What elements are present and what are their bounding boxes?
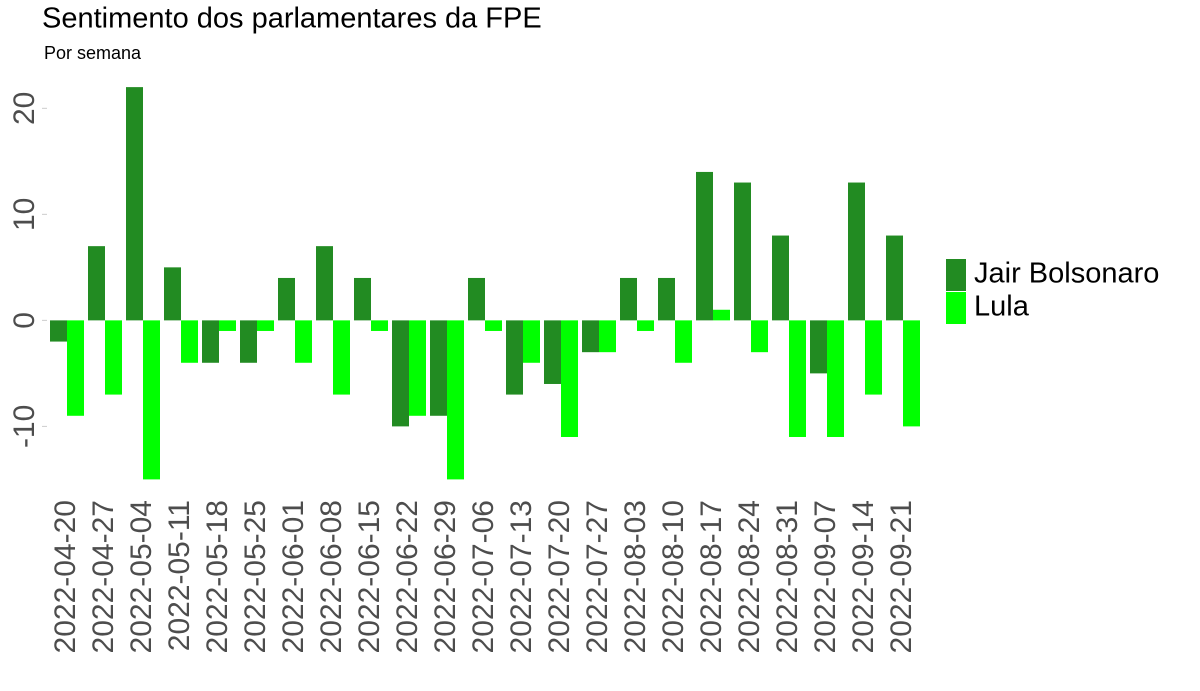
- bar: [865, 320, 882, 395]
- x-tick-label: 2022-06-15: [353, 500, 386, 653]
- chart-title: Sentimento dos parlamentares da FPE: [42, 3, 542, 35]
- bar: [468, 277, 485, 321]
- bar: [409, 320, 426, 416]
- y-tick-label: 20: [8, 92, 41, 125]
- x-tick-label: 2022-08-03: [619, 500, 652, 653]
- bar: [751, 320, 768, 353]
- x-tick-label: 2022-08-17: [695, 500, 728, 653]
- x-tick-label: 2022-08-24: [733, 500, 766, 653]
- bar: [810, 320, 827, 374]
- x-tick-label: 2022-08-31: [771, 500, 804, 653]
- bar: [392, 320, 409, 427]
- bar: [903, 320, 920, 427]
- bar: [637, 320, 654, 331]
- bar: [658, 277, 675, 321]
- bar: [126, 87, 143, 321]
- bar: [240, 320, 257, 363]
- bar: [295, 320, 312, 363]
- bar: [506, 320, 523, 395]
- bar: [202, 320, 219, 363]
- bar: [316, 246, 333, 321]
- legend-label: Lula: [974, 291, 1030, 323]
- bar: [675, 320, 692, 363]
- x-tick-label: 2022-06-29: [429, 500, 462, 653]
- bar: [50, 320, 67, 342]
- bar: [620, 277, 637, 321]
- y-tick-label: -10: [8, 405, 41, 448]
- x-tick-label: 2022-08-10: [657, 500, 690, 653]
- legend-label: Jair Bolsonaro: [974, 258, 1159, 290]
- bar: [827, 320, 844, 437]
- bar: [696, 171, 713, 321]
- x-tick-label: 2022-09-14: [847, 500, 880, 653]
- bar: [88, 246, 105, 321]
- legend-swatch: [946, 292, 966, 324]
- x-tick-label: 2022-06-01: [277, 500, 310, 653]
- bar: [447, 320, 464, 480]
- bar: [772, 235, 789, 321]
- bar: [734, 182, 751, 321]
- bar: [219, 320, 236, 331]
- bar: [257, 320, 274, 331]
- x-tick-label: 2022-05-18: [201, 500, 234, 653]
- bar: [371, 320, 388, 331]
- bar: [485, 320, 502, 331]
- bar: [430, 320, 447, 416]
- bar: [181, 320, 198, 363]
- bar: [143, 320, 160, 480]
- x-tick-label: 2022-07-13: [505, 500, 538, 653]
- x-tick-label: 2022-06-08: [315, 500, 348, 653]
- bar: [789, 320, 806, 437]
- bar: [523, 320, 540, 363]
- bar: [848, 182, 865, 321]
- bar: [713, 309, 730, 321]
- x-tick-label: 2022-07-27: [581, 500, 614, 653]
- x-tick-label: 2022-05-04: [125, 500, 158, 653]
- x-tick-label: 2022-07-20: [543, 500, 576, 653]
- x-tick-label: 2022-05-25: [239, 500, 272, 653]
- x-tick-label: 2022-04-20: [49, 500, 82, 653]
- x-tick-label: 2022-06-22: [391, 500, 424, 653]
- bar: [67, 320, 84, 416]
- bar: [278, 277, 295, 321]
- x-tick-label: 2022-09-21: [885, 500, 918, 653]
- chart-subtitle: Por semana: [44, 43, 142, 63]
- x-tick-label: 2022-09-07: [809, 500, 842, 653]
- bar: [599, 320, 616, 353]
- x-tick-label: 2022-04-27: [87, 500, 120, 653]
- bar: [544, 320, 561, 384]
- bar: [333, 320, 350, 395]
- bar: [354, 277, 371, 321]
- bar: [164, 267, 181, 321]
- bar: [582, 320, 599, 353]
- x-tick-label: 2022-05-11: [163, 500, 196, 651]
- legend-swatch: [946, 259, 966, 291]
- bar: [886, 235, 903, 321]
- x-tick-label: 2022-07-06: [467, 500, 500, 653]
- y-tick-label: 10: [8, 198, 41, 231]
- bar: [105, 320, 122, 395]
- y-tick-label: 0: [8, 312, 41, 329]
- bar: [561, 320, 578, 437]
